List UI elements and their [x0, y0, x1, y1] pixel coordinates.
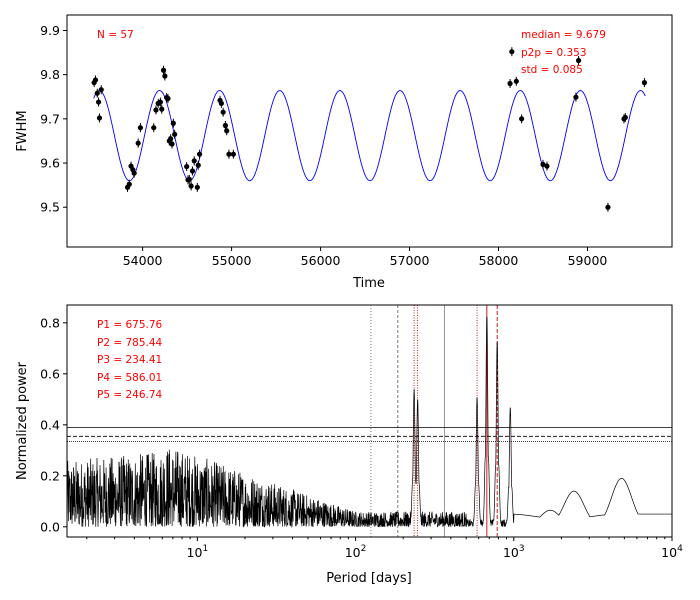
data-point [186, 176, 192, 182]
data-point [195, 162, 201, 168]
periodogram-curve-group [67, 316, 672, 528]
data-point [513, 78, 519, 84]
p2p-annotation: p2p = 0.353 [521, 47, 587, 59]
y-tick-label: 9.8 [40, 67, 60, 82]
x-tick-label: 59000 [568, 253, 608, 268]
data-point [159, 106, 165, 112]
data-point [622, 114, 628, 121]
data-point [170, 120, 176, 126]
fwhm-plot-frame [66, 14, 673, 248]
periodogram-power-curve [67, 316, 672, 528]
data-point [188, 183, 194, 189]
data-point [575, 57, 582, 64]
fwhm-x-ticks: 54000 55000 56000 57000 58000 59000 [123, 247, 608, 268]
x-tick-label: 56000 [301, 253, 341, 268]
y-tick-label: 9.9 [40, 23, 60, 38]
data-point [98, 87, 104, 93]
data-point [172, 131, 178, 137]
fwhm-panel: 54000 55000 56000 57000 58000 59000 9.5 9.6 9.7… [15, 14, 673, 291]
data-point [151, 125, 157, 131]
data-points-group [91, 47, 648, 212]
fap-levels-group [67, 426, 672, 442]
y-tick-label: 9.5 [40, 200, 60, 215]
model-curve-group [93, 90, 646, 182]
data-point [135, 140, 141, 146]
fwhm-y-ticks: 9.5 9.6 9.7 9.8 9.9 [40, 23, 67, 215]
periodogram-y-axis-label: Normalized power [15, 361, 30, 480]
reference-lines-group [370, 305, 498, 537]
period-label-1: P1 = 675.76 [97, 319, 163, 331]
data-point [194, 184, 200, 190]
x-tick-label: 102 [345, 544, 367, 560]
periodogram-plot-frame [66, 304, 673, 538]
data-point [137, 125, 144, 131]
fwhm-x-axis-label: Time [352, 276, 385, 291]
std-annotation: std = 0.085 [521, 64, 583, 76]
data-point [189, 168, 196, 174]
data-point [507, 80, 513, 87]
data-point [165, 95, 171, 102]
y-tick-label: 9.6 [40, 156, 60, 171]
period-label-5: P5 = 246.74 [97, 389, 163, 401]
data-point [153, 107, 159, 113]
fwhm-y-axis-label: FWHM [15, 110, 30, 151]
x-tick-label: 54000 [123, 253, 163, 268]
y-tick-label: 0.0 [40, 519, 60, 534]
x-tick-label: 55000 [212, 253, 252, 268]
data-point [230, 151, 236, 157]
x-tick-label: 57000 [390, 253, 430, 268]
data-point [96, 115, 103, 121]
y-tick-label: 0.4 [40, 417, 60, 432]
data-point [191, 158, 197, 164]
y-tick-label: 0.2 [40, 468, 60, 483]
data-point [95, 99, 102, 105]
data-point [519, 116, 525, 122]
data-point [157, 99, 164, 105]
y-tick-label: 9.7 [40, 111, 60, 126]
x-tick-label: 103 [503, 544, 525, 560]
data-point [126, 181, 132, 187]
x-tick-label: 104 [661, 544, 683, 560]
data-point [196, 151, 203, 157]
data-point [224, 128, 230, 134]
data-point [162, 73, 168, 79]
periodogram-x-ticks: 101 102 103 104 [86, 537, 683, 560]
data-point [605, 204, 611, 210]
data-point [220, 109, 226, 115]
y-tick-label: 0.6 [40, 366, 60, 381]
count-annotation: N = 57 [97, 29, 134, 41]
data-point [509, 49, 515, 55]
periodogram-x-axis-label: Period [days] [326, 571, 412, 586]
data-point [573, 94, 579, 100]
x-tick-label: 58000 [479, 253, 519, 268]
data-point [226, 151, 232, 157]
sinusoid-model-curve [93, 90, 646, 182]
x-tick-label: 101 [187, 544, 209, 560]
data-point [169, 141, 175, 147]
data-point [184, 163, 190, 170]
median-annotation: median = 9.679 [521, 29, 606, 41]
data-point [641, 80, 648, 86]
y-tick-label: 0.8 [40, 315, 60, 330]
data-point [544, 163, 550, 169]
data-point [540, 161, 546, 167]
data-point [94, 90, 100, 96]
period-label-3: P3 = 234.41 [97, 354, 162, 366]
data-point [92, 77, 99, 83]
periodogram-y-ticks: 0.0 0.2 0.4 0.6 0.8 [40, 315, 67, 534]
data-point [131, 170, 137, 176]
period-label-2: P2 = 785.44 [97, 337, 163, 349]
period-label-4: P4 = 586.01 [97, 372, 162, 384]
periodogram-panel: 101 102 103 104 0.0 0.2 0.4 0.6 0.8 Period [day… [15, 304, 683, 586]
data-point [218, 100, 224, 106]
